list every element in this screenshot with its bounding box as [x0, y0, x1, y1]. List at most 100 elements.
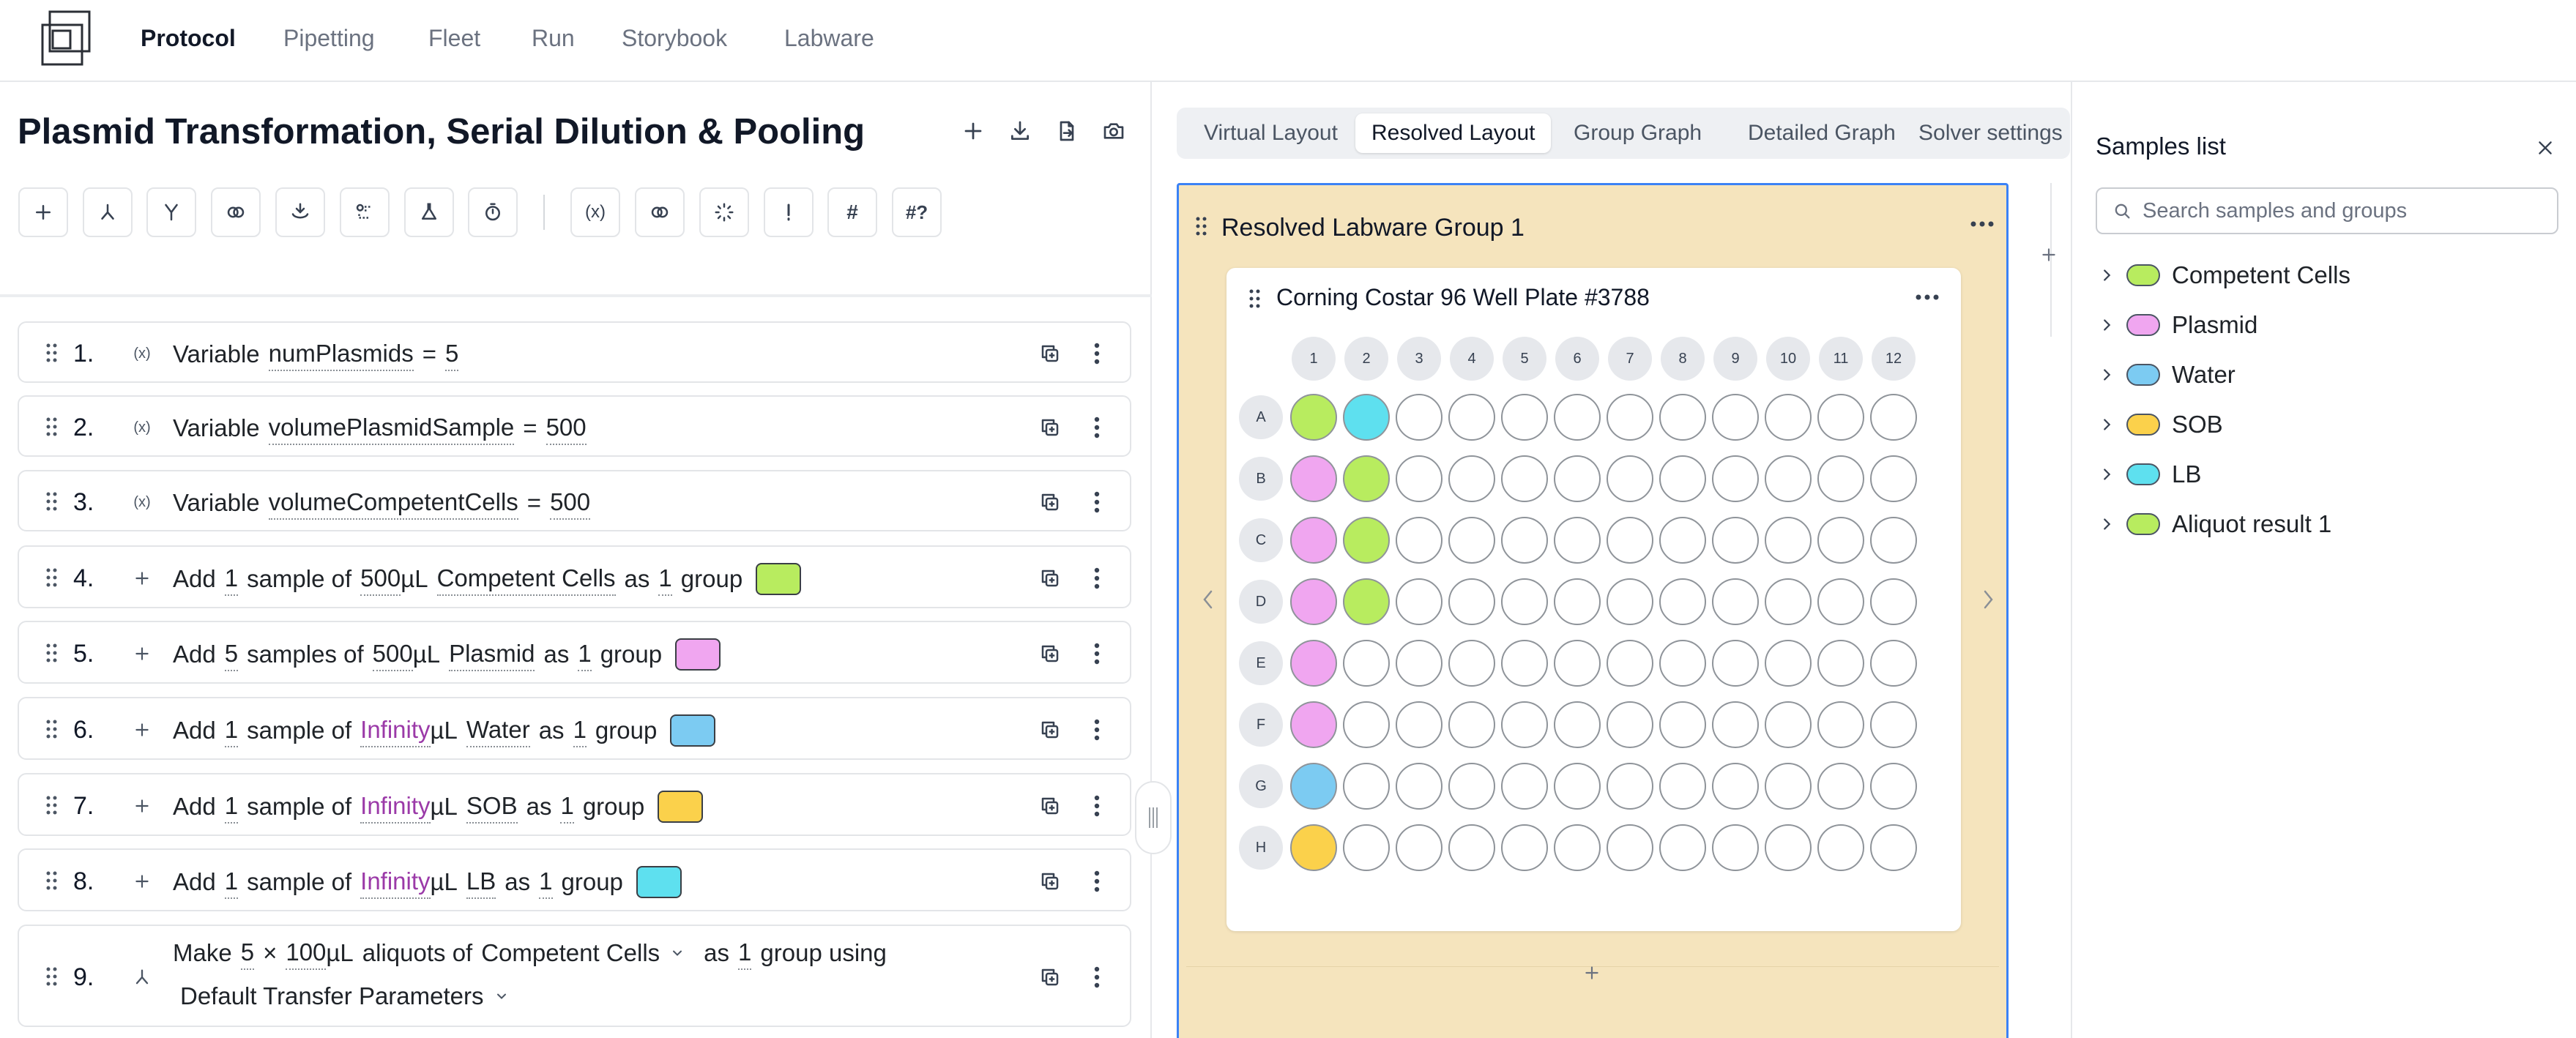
nav-labware[interactable]: Labware: [784, 25, 874, 51]
search-input[interactable]: [2143, 198, 2538, 223]
tab-detailed-graph[interactable]: Detailed Graph: [1748, 121, 1896, 145]
link-icon[interactable]: [211, 187, 261, 237]
well-G11[interactable]: [1817, 763, 1864, 810]
well-G2[interactable]: [1343, 763, 1390, 810]
group-icon[interactable]: [340, 187, 390, 237]
next-arrow-icon[interactable]: [1973, 578, 2003, 621]
tab-virtual-layout[interactable]: Virtual Layout: [1204, 121, 1338, 145]
well-A6[interactable]: [1554, 394, 1601, 441]
chevron-right-icon[interactable]: [2096, 463, 2118, 485]
drag-handle-icon[interactable]: [45, 966, 62, 988]
protocol-step[interactable]: 8. Add 1 sample of Infinity µL LB as 1 group: [18, 848, 1131, 911]
well-C6[interactable]: [1554, 517, 1601, 564]
well-E12[interactable]: [1870, 640, 1917, 687]
well-A4[interactable]: [1448, 394, 1495, 441]
well-H10[interactable]: [1765, 824, 1812, 871]
download-icon[interactable]: [1002, 113, 1038, 149]
more-vertical-icon[interactable]: [1081, 411, 1113, 444]
well-H12[interactable]: [1870, 824, 1917, 871]
well-F10[interactable]: [1765, 701, 1812, 748]
well-F2[interactable]: [1343, 701, 1390, 748]
step-value[interactable]: 5: [445, 337, 459, 371]
drag-handle-icon[interactable]: [45, 417, 62, 438]
more-vertical-icon[interactable]: [1081, 337, 1113, 370]
drag-handle-icon[interactable]: [1248, 288, 1262, 309]
well-G6[interactable]: [1554, 763, 1601, 810]
well-A12[interactable]: [1870, 394, 1917, 441]
nav-protocol[interactable]: Protocol: [141, 25, 236, 51]
hash-question-icon[interactable]: #?: [892, 187, 942, 237]
drag-handle-icon[interactable]: [45, 491, 62, 513]
step-value[interactable]: 500: [546, 411, 587, 445]
well-G12[interactable]: [1870, 763, 1917, 810]
well-B7[interactable]: [1607, 455, 1653, 502]
well-E11[interactable]: [1817, 640, 1864, 687]
well-E8[interactable]: [1659, 640, 1706, 687]
step-value[interactable]: Competent Cells: [436, 562, 616, 596]
nav-fleet[interactable]: Fleet: [428, 25, 481, 51]
duplicate-icon[interactable]: [1034, 337, 1066, 370]
well-D3[interactable]: [1396, 578, 1443, 625]
well-D11[interactable]: [1817, 578, 1864, 625]
well-F5[interactable]: [1501, 701, 1548, 748]
well-E10[interactable]: [1765, 640, 1812, 687]
protocol-title[interactable]: Plasmid Transformation, Serial Dilution …: [18, 112, 866, 152]
panel-resize-handle[interactable]: [1135, 781, 1172, 854]
well-E6[interactable]: [1554, 640, 1601, 687]
well-H8[interactable]: [1659, 824, 1706, 871]
well-G4[interactable]: [1448, 763, 1495, 810]
chevron-right-icon[interactable]: [2096, 364, 2118, 386]
nav-storybook[interactable]: Storybook: [622, 25, 728, 51]
well-E5[interactable]: [1501, 640, 1548, 687]
well-D8[interactable]: [1659, 578, 1706, 625]
well-A5[interactable]: [1501, 394, 1548, 441]
well-A8[interactable]: [1659, 394, 1706, 441]
well-D6[interactable]: [1554, 578, 1601, 625]
color-swatch[interactable]: [636, 866, 682, 898]
add-group-icon[interactable]: [2036, 242, 2062, 268]
well-C10[interactable]: [1765, 517, 1812, 564]
well-C3[interactable]: [1396, 517, 1443, 564]
plus-icon[interactable]: [955, 113, 991, 149]
color-swatch[interactable]: [670, 714, 716, 747]
sample-item[interactable]: Aliquot result 1: [2096, 504, 2331, 545]
well-B6[interactable]: [1554, 455, 1601, 502]
well-C8[interactable]: [1659, 517, 1706, 564]
labware-group[interactable]: Resolved Labware Group 1 Corning Costar …: [1177, 183, 2009, 1038]
well-C5[interactable]: [1501, 517, 1548, 564]
duplicate-icon[interactable]: [1034, 562, 1066, 594]
more-vertical-icon[interactable]: [1081, 486, 1113, 518]
well-B12[interactable]: [1870, 455, 1917, 502]
add-step-button[interactable]: [18, 187, 68, 237]
duplicate-icon[interactable]: [1034, 638, 1066, 670]
more-vertical-icon[interactable]: [1081, 790, 1113, 822]
more-vertical-icon[interactable]: [1081, 961, 1113, 993]
well-H5[interactable]: [1501, 824, 1548, 871]
loader-icon[interactable]: [699, 187, 749, 237]
protocol-step[interactable]: 7. Add 1 sample of Infinity µL SOB as 1 group: [18, 773, 1131, 836]
export-icon[interactable]: [1049, 113, 1085, 149]
well-E2[interactable]: [1343, 640, 1390, 687]
step-value[interactable]: 5: [240, 936, 255, 970]
split-icon[interactable]: [83, 187, 133, 237]
well-H2[interactable]: [1343, 824, 1390, 871]
well-D2[interactable]: [1343, 578, 1390, 625]
well-C4[interactable]: [1448, 517, 1495, 564]
sample-item[interactable]: Water: [2096, 354, 2236, 395]
sample-item[interactable]: Plasmid: [2096, 305, 2257, 346]
tab-solver-settings[interactable]: Solver settings: [1918, 121, 2063, 145]
well-G9[interactable]: [1712, 763, 1759, 810]
well-A10[interactable]: [1765, 394, 1812, 441]
drag-handle-icon[interactable]: [45, 643, 62, 665]
well-D12[interactable]: [1870, 578, 1917, 625]
step-value[interactable]: 5: [224, 638, 239, 671]
well-H6[interactable]: [1554, 824, 1601, 871]
step-dropdown[interactable]: Competent Cells: [481, 937, 685, 969]
camera-icon[interactable]: [1095, 113, 1132, 149]
well-F6[interactable]: [1554, 701, 1601, 748]
duplicate-icon[interactable]: [1034, 486, 1066, 518]
well-C12[interactable]: [1870, 517, 1917, 564]
well-G8[interactable]: [1659, 763, 1706, 810]
duplicate-icon[interactable]: [1034, 865, 1066, 897]
step-value[interactable]: 1: [573, 714, 587, 747]
